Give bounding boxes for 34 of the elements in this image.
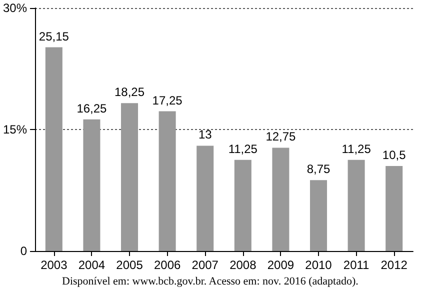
bar	[45, 47, 62, 251]
y-tick-label: 15%	[2, 122, 28, 136]
bar	[196, 146, 214, 251]
bar	[272, 148, 290, 251]
data-label: 13	[198, 128, 212, 142]
data-label: 17,25	[152, 93, 183, 108]
x-tick-label: 2004	[78, 258, 106, 272]
data-label: 25,15	[38, 29, 70, 44]
bar	[121, 103, 138, 251]
x-tick-label: 2012	[380, 258, 408, 272]
bar	[83, 119, 100, 251]
x-tick-label: 2005	[116, 258, 144, 272]
y-tick-label: 30%	[2, 1, 28, 15]
bar	[386, 166, 403, 251]
data-label: 12,75	[266, 130, 296, 144]
bar	[310, 180, 328, 251]
data-label: 11,25	[228, 142, 258, 156]
bar	[348, 160, 365, 251]
bar	[158, 111, 176, 251]
x-tick-label: 2007	[192, 258, 219, 272]
data-label: 10,5	[382, 148, 406, 162]
bar	[234, 160, 252, 251]
data-label: 11,25	[342, 142, 372, 156]
x-tick-label: 2010	[305, 258, 332, 272]
x-tick-label: 2003	[40, 258, 68, 272]
data-label: 8,75	[306, 162, 331, 176]
data-label: 16,25	[76, 101, 108, 116]
x-tick-label: 2006	[154, 258, 181, 272]
data-label: 18,25	[114, 85, 145, 100]
text: Disponível em: www.bcb.gov.br. Acesso em: nov. 2016 (adaptado).	[62, 276, 359, 288]
y-tick-label: 0	[20, 244, 28, 258]
x-tick-label: 2008	[230, 258, 257, 272]
x-tick-label: 2009	[267, 258, 294, 272]
x-tick-label: 2011	[343, 258, 370, 272]
